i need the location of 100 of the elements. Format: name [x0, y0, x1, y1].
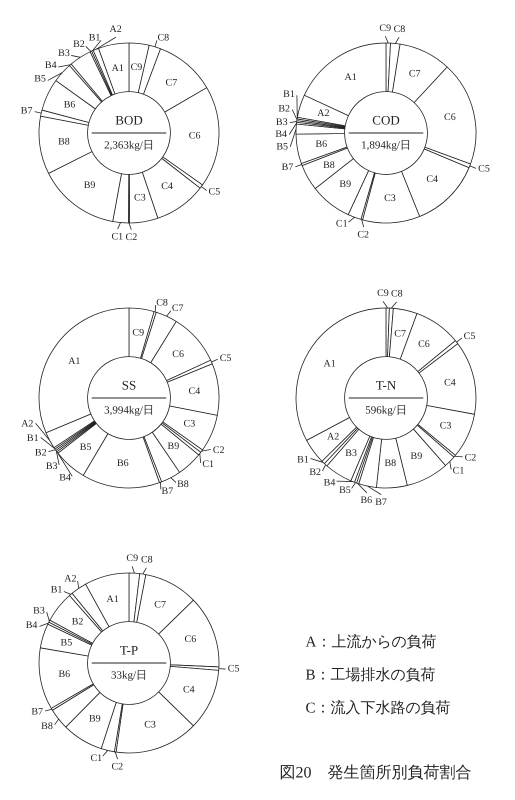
- text: A：上流からの負荷: [306, 634, 436, 650]
- slice-label: B4: [26, 620, 38, 632]
- slice-label: B6: [316, 139, 328, 150]
- slice-label: B7: [375, 496, 387, 508]
- slice-label: B5: [276, 142, 288, 153]
- text: 3,994kg/日: [104, 404, 154, 416]
- slice-label: B7: [282, 162, 294, 174]
- slice-label: B4: [275, 129, 288, 140]
- text: B：工場排水の負荷: [306, 666, 436, 684]
- text: T-N: [376, 378, 397, 393]
- slice-label: B9: [84, 180, 96, 192]
- slice-label: C1: [112, 231, 124, 242]
- slice-label: C7: [394, 328, 406, 340]
- slice-label: C5: [220, 352, 232, 364]
- slice-label: B9: [410, 450, 422, 462]
- slice-label: A1: [324, 358, 336, 370]
- slice-label: B2: [278, 103, 290, 114]
- slice-label: A1: [112, 62, 124, 74]
- slice-label: C7: [166, 77, 178, 88]
- slice-label: C1: [202, 459, 214, 470]
- slice-label: B1: [297, 454, 309, 466]
- slice-label: B3: [276, 116, 288, 128]
- slice-label: A2: [317, 108, 330, 119]
- slice-label: B6: [360, 495, 372, 506]
- slice-label: C8: [158, 32, 170, 44]
- text: SS: [122, 378, 136, 393]
- slice-label: B2: [72, 616, 84, 628]
- text: 596kg/日: [365, 404, 407, 416]
- slice-label: C8: [156, 297, 168, 308]
- slice-label: C4: [188, 386, 200, 398]
- slice-label: C9: [379, 23, 392, 34]
- slice-label: C3: [384, 193, 396, 204]
- slice-label: B1: [283, 88, 295, 100]
- text: C：流入下水路の負荷: [306, 700, 451, 716]
- slice-label: C2: [464, 452, 476, 464]
- slice-label: C2: [212, 445, 224, 456]
- slice-label: B7: [31, 706, 44, 718]
- slice-label: A2: [21, 418, 34, 430]
- slice-label: A1: [106, 594, 119, 605]
- slice-label: B5: [339, 485, 351, 496]
- slice-label: B6: [116, 458, 129, 469]
- slice-label: C3: [134, 192, 146, 204]
- text: 図20 発生箇所別負荷割合: [280, 764, 472, 782]
- slice-label: B1: [50, 584, 62, 596]
- slice-label: C6: [188, 130, 200, 142]
- slice-label: B2: [309, 467, 322, 478]
- slice-label: B6: [64, 100, 76, 111]
- slice-label: B5: [80, 442, 92, 453]
- slice-label: C3: [440, 420, 452, 432]
- slice-label: C9: [130, 62, 142, 74]
- slice-label: B3: [345, 448, 357, 460]
- slice-label: A2: [64, 574, 76, 585]
- text: 33kg/日: [110, 669, 148, 682]
- slice-label: B1: [88, 32, 100, 44]
- slice-label: B2: [73, 38, 85, 50]
- slice-label: C6: [418, 338, 430, 350]
- slice-label: B9: [339, 179, 352, 190]
- slice-label: C1: [90, 752, 102, 764]
- slice-label: C3: [184, 418, 196, 430]
- slice-label: A2: [110, 24, 122, 35]
- slice-label: B3: [33, 605, 45, 616]
- slice-label: C6: [444, 112, 456, 124]
- slice-label: C7: [408, 68, 421, 80]
- slice-label: C2: [126, 232, 138, 243]
- slice-label: B5: [34, 74, 46, 85]
- slice-label: B8: [177, 479, 189, 490]
- slice-label: C2: [357, 229, 370, 240]
- slice-label: A2: [326, 431, 340, 442]
- slice-label: C1: [452, 466, 464, 477]
- slice-label: B6: [58, 669, 70, 680]
- slice-label: C1: [336, 218, 348, 230]
- slice-label: A1: [344, 72, 357, 84]
- slice-label: B8: [384, 458, 396, 470]
- slice-label: C2: [112, 761, 124, 772]
- slice-label: B7: [162, 486, 174, 497]
- slice-label: C4: [182, 684, 195, 696]
- slice-label: B4: [59, 472, 71, 484]
- slice-label: B8: [41, 720, 53, 732]
- slice-label: C5: [208, 186, 220, 198]
- slice-label: B9: [168, 440, 180, 452]
- text: T-P: [120, 642, 138, 658]
- text: COD: [372, 112, 400, 128]
- text: 1,894kg/日: [361, 139, 411, 152]
- slice-label: B2: [34, 447, 47, 458]
- slice-label: B3: [58, 48, 70, 60]
- slice-label: C9: [132, 327, 144, 338]
- slice-label: C4: [444, 377, 456, 388]
- slice-label: C4: [161, 181, 173, 192]
- slice-label: C8: [140, 554, 153, 566]
- slice-label: C7: [172, 303, 184, 314]
- slice-label: B3: [46, 460, 58, 472]
- slice-label: B7: [20, 106, 32, 117]
- slice-label: C8: [391, 288, 403, 300]
- slice-label: B4: [44, 60, 57, 71]
- slice-label: C6: [172, 348, 184, 360]
- slice-label: C7: [154, 600, 166, 611]
- slice-label: B5: [60, 638, 72, 649]
- text: 2,363kg/日: [104, 139, 154, 152]
- slice-label: C5: [478, 164, 490, 175]
- slice-label: C8: [394, 24, 406, 35]
